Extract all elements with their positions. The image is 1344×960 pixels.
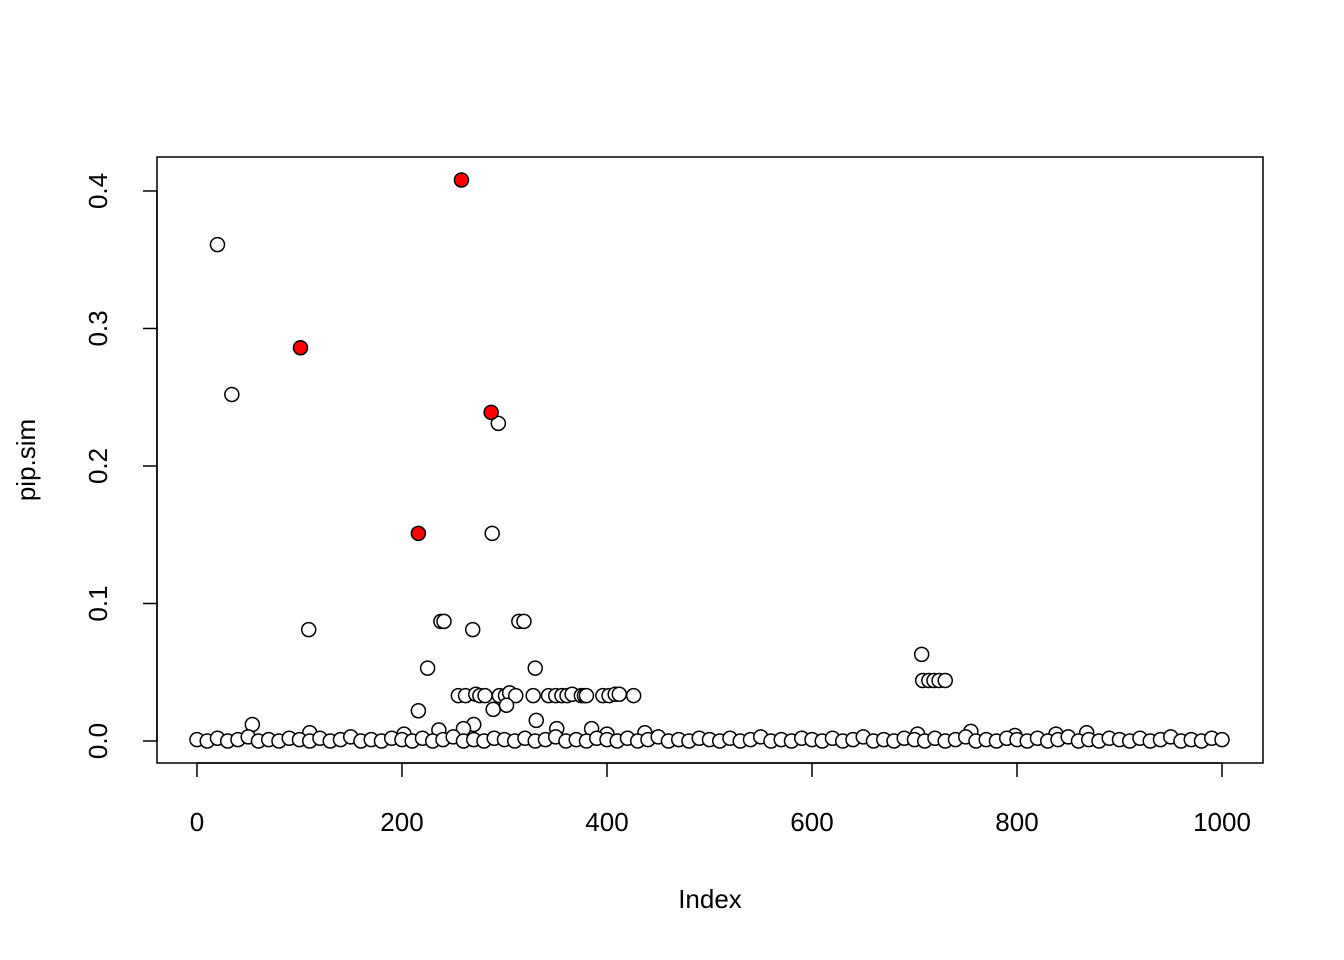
y-tick-label: 0.3 bbox=[83, 310, 113, 346]
point bbox=[528, 712, 545, 729]
x-tick-label: 200 bbox=[380, 807, 423, 837]
x-tick-label: 600 bbox=[790, 807, 833, 837]
point bbox=[525, 687, 541, 704]
point bbox=[224, 386, 240, 403]
y-tick-label: 0.4 bbox=[83, 173, 113, 209]
point bbox=[410, 525, 427, 542]
point bbox=[913, 646, 930, 663]
point bbox=[410, 702, 427, 719]
plot-box bbox=[156, 156, 1264, 764]
point bbox=[419, 660, 436, 676]
y-tick-label: 0.1 bbox=[83, 585, 113, 621]
x-axis-label: Index bbox=[678, 884, 742, 914]
y-axis-label: pip.sim bbox=[11, 419, 41, 501]
point bbox=[490, 415, 507, 432]
point bbox=[453, 172, 470, 188]
point bbox=[292, 339, 309, 356]
point bbox=[516, 613, 532, 630]
point bbox=[477, 687, 493, 704]
point bbox=[484, 525, 500, 542]
y-tick-label: 0.2 bbox=[83, 448, 113, 484]
point bbox=[300, 621, 317, 638]
point bbox=[485, 701, 501, 718]
x-tick-label: 800 bbox=[995, 807, 1038, 837]
point bbox=[527, 660, 543, 676]
point bbox=[1214, 731, 1230, 748]
point bbox=[483, 404, 499, 421]
point bbox=[508, 687, 524, 704]
point bbox=[578, 687, 595, 704]
x-tick-label: 1000 bbox=[1193, 807, 1251, 837]
point bbox=[625, 687, 642, 704]
point bbox=[436, 613, 452, 630]
point bbox=[937, 672, 953, 689]
y-tick-label: 0.0 bbox=[83, 723, 113, 759]
point bbox=[498, 697, 515, 713]
x-tick-label: 0 bbox=[190, 807, 204, 837]
point bbox=[209, 236, 226, 253]
point bbox=[611, 686, 628, 702]
x-tick-label: 400 bbox=[585, 807, 628, 837]
point bbox=[464, 621, 481, 638]
